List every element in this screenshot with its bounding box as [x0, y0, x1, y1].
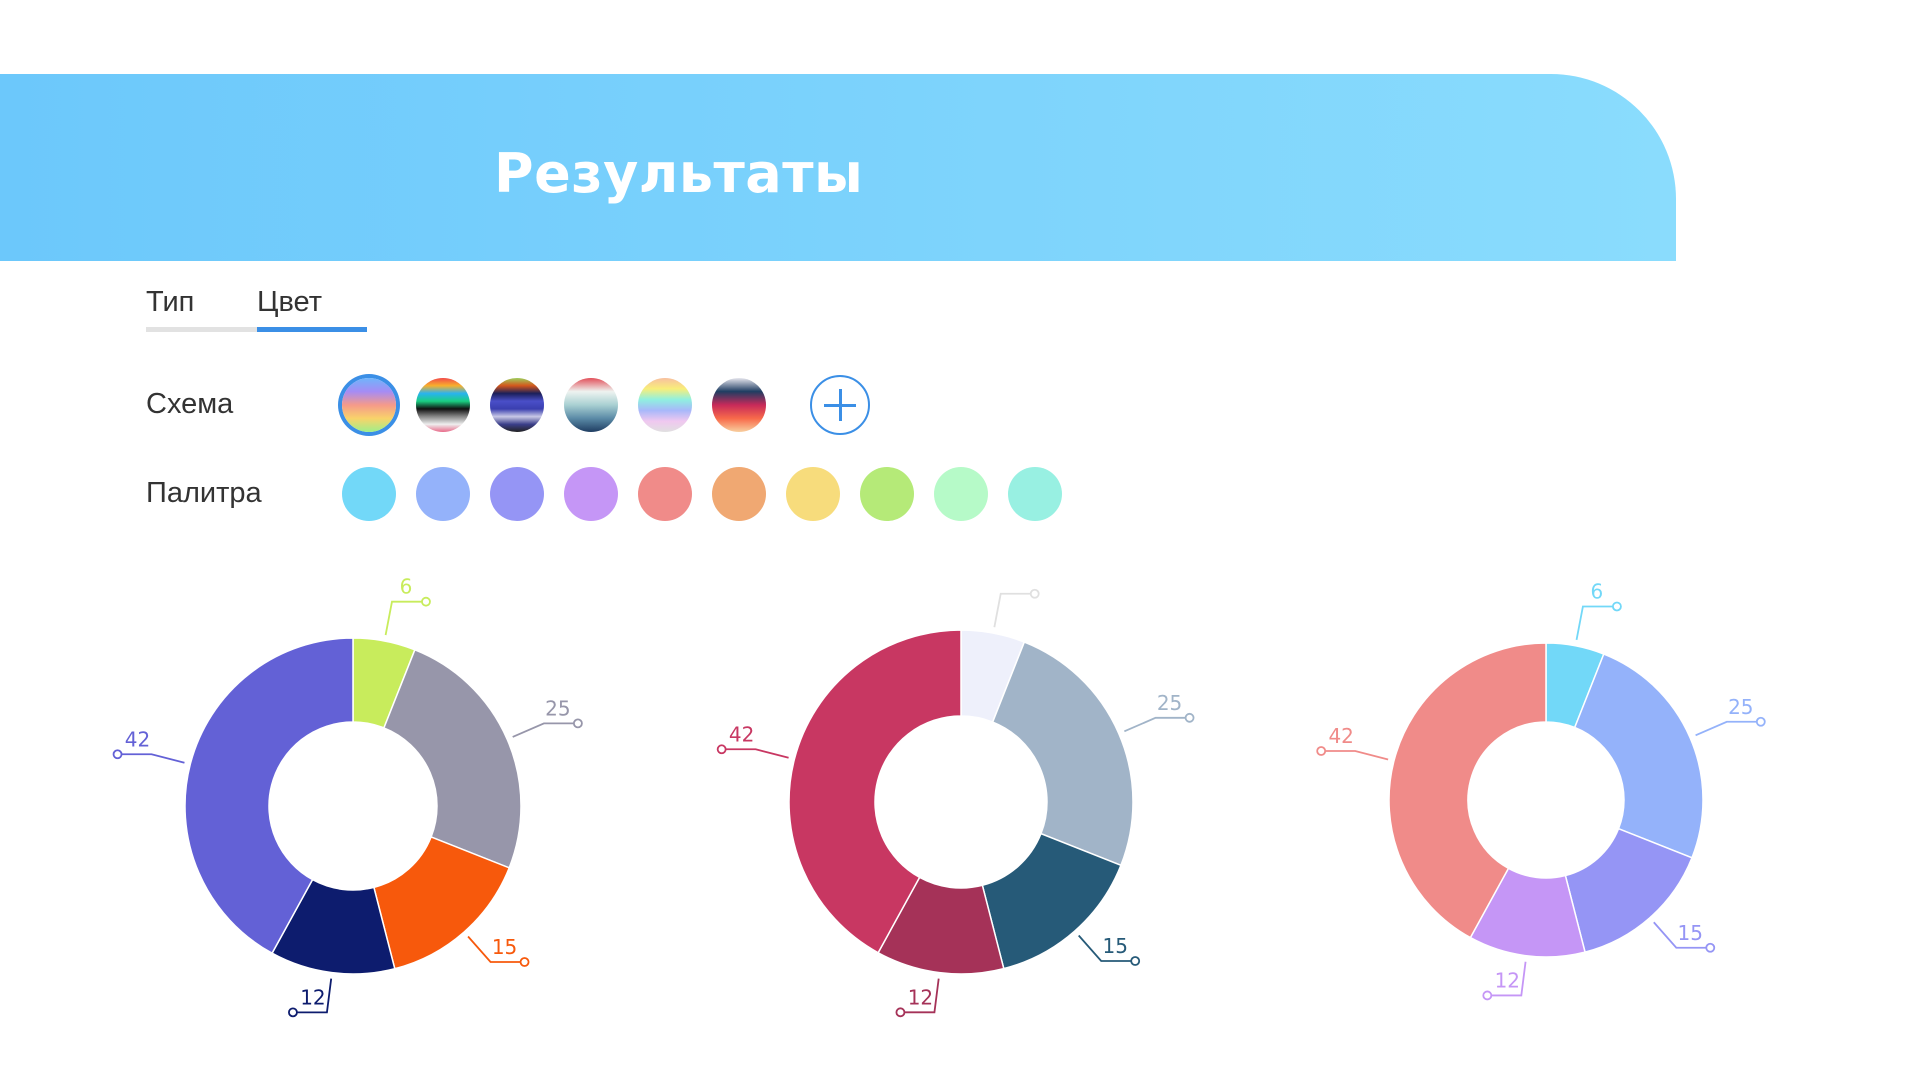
donut-segment	[991, 641, 1134, 867]
scheme-option-6[interactable]	[712, 378, 766, 432]
leader-line	[121, 753, 185, 764]
scheme-option-4[interactable]	[564, 378, 618, 432]
data-label: 6	[1591, 579, 1604, 603]
palette-label: Палитра	[146, 477, 262, 509]
data-label: 12	[908, 985, 933, 1009]
data-label: 15	[492, 935, 517, 959]
leader-dot	[519, 957, 530, 967]
leader-line	[296, 978, 333, 1014]
donut-segment	[1388, 642, 1547, 939]
tab-underline	[146, 327, 257, 332]
data-label: 42	[125, 727, 150, 751]
leader-line	[904, 978, 940, 1014]
leader-dot	[288, 1007, 298, 1018]
palette-color-10[interactable]	[1008, 467, 1062, 521]
leader-line	[1695, 720, 1757, 737]
data-label: 6	[400, 575, 413, 599]
leader-line	[1325, 750, 1389, 761]
palette-color-8[interactable]	[860, 467, 914, 521]
scheme-label: Схема	[146, 388, 234, 420]
leader-line	[1078, 934, 1132, 962]
leader-line	[512, 722, 574, 738]
plus-icon[interactable]	[810, 375, 870, 435]
data-label: 25	[545, 696, 570, 720]
leader-dot	[1612, 601, 1622, 612]
data-label: 12	[300, 985, 325, 1009]
scheme-option-3[interactable]	[490, 378, 544, 432]
leader-line	[1124, 716, 1186, 733]
data-label: 25	[1157, 691, 1182, 715]
leader-dot	[1130, 956, 1141, 966]
donut-segment	[184, 637, 354, 955]
data-label: 42	[1328, 724, 1353, 748]
donut-segment	[788, 629, 962, 954]
leader-dot	[895, 1007, 906, 1018]
leader-line	[993, 592, 1031, 628]
data-label: 15	[1678, 921, 1703, 945]
palette-color-6[interactable]	[712, 467, 766, 521]
palette-color-2[interactable]	[416, 467, 470, 521]
palette-color-7[interactable]	[786, 467, 840, 521]
scheme-option-2[interactable]	[416, 378, 470, 432]
donut-segment	[382, 648, 522, 869]
leader-dot	[1316, 746, 1327, 756]
scheme-option-5[interactable]	[638, 378, 692, 432]
data-label: 42	[729, 722, 754, 746]
palette-color-4[interactable]	[564, 467, 618, 521]
leader-line	[467, 935, 521, 963]
leader-dot	[572, 718, 583, 729]
leader-dot	[1705, 942, 1716, 953]
tab-type[interactable]: Тип	[146, 286, 195, 318]
page-title: Результаты	[494, 142, 864, 205]
leader-dot	[1184, 712, 1195, 723]
leader-dot	[1029, 588, 1040, 599]
data-label: 15	[1102, 934, 1127, 958]
leader-line	[725, 748, 789, 759]
leader-dot	[1482, 990, 1493, 1001]
leader-line	[1653, 921, 1707, 949]
scheme-option-1[interactable]	[342, 378, 396, 432]
palette-color-9[interactable]	[934, 467, 988, 521]
data-label: 12	[1495, 968, 1520, 992]
palette-color-5[interactable]	[638, 467, 692, 521]
palette-color-3[interactable]	[490, 467, 544, 521]
leader-dot	[112, 749, 123, 760]
data-label: 25	[1728, 695, 1753, 719]
leader-line	[384, 600, 422, 636]
donut-segment	[1564, 827, 1693, 953]
leader-dot	[1755, 716, 1766, 727]
leader-line	[1575, 605, 1613, 641]
leader-line	[1491, 961, 1527, 997]
tab-active-indicator	[257, 327, 367, 332]
header-banner	[0, 74, 1676, 261]
tab-color[interactable]: Цвет	[257, 286, 322, 318]
donut-segment	[1573, 653, 1704, 859]
palette-color-1[interactable]	[342, 467, 396, 521]
leader-dot	[421, 596, 431, 607]
leader-dot	[716, 744, 727, 755]
